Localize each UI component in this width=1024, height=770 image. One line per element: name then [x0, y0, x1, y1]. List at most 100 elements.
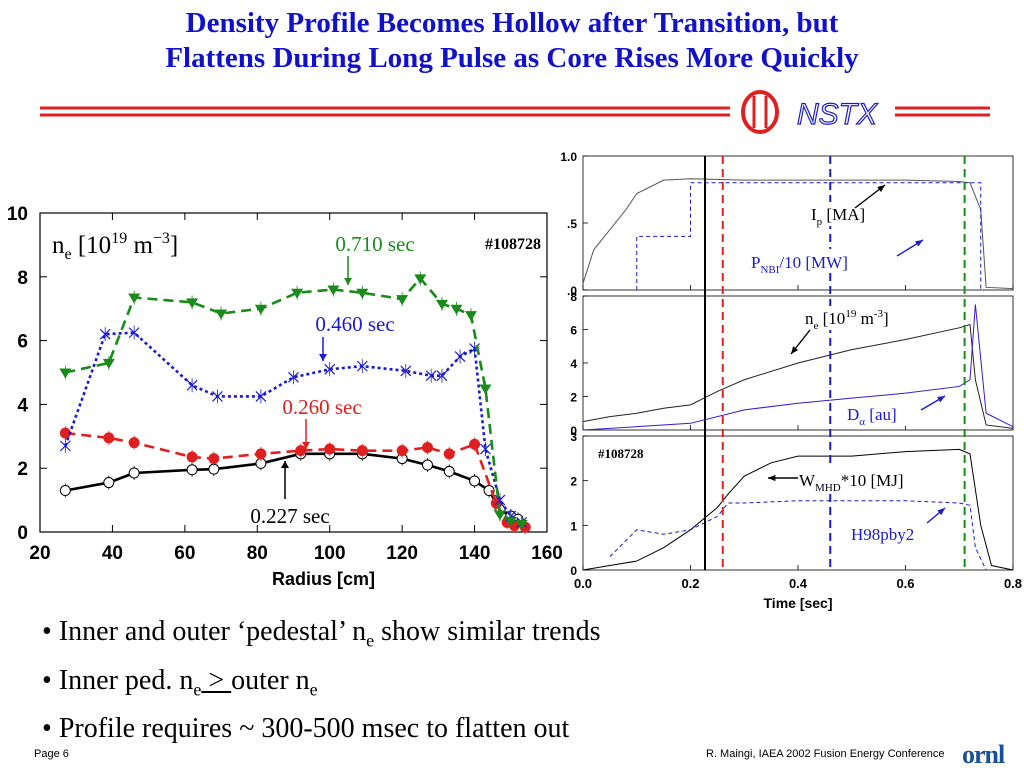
nstx-logo-icon: [741, 90, 779, 134]
y-tick-label: 8: [17, 268, 28, 289]
data-point: [128, 437, 140, 449]
data-point: [443, 448, 455, 460]
data-point: [295, 445, 307, 457]
data-point: [435, 299, 448, 310]
h98-trace: [609, 500, 987, 571]
y-tick-label: 0: [17, 523, 28, 544]
y-tick-label: .5: [567, 217, 577, 231]
y-tick-label: 0: [570, 564, 577, 578]
data-point: [59, 485, 71, 497]
page-number: Page 6: [34, 748, 69, 760]
data-point: [396, 295, 409, 306]
data-point: [356, 360, 368, 372]
data-point: [421, 459, 433, 471]
ornl-logo: ornl: [962, 740, 1005, 769]
data-point: [103, 477, 115, 489]
x-axis-label: Time [sec]: [764, 595, 833, 611]
data-point: [480, 443, 491, 455]
x-tick-label: 120: [386, 543, 418, 564]
data-point: [215, 309, 228, 320]
header-rule: NSTX: [40, 90, 990, 134]
y-tick-label: 1: [570, 519, 577, 533]
h98-arrow-head: [937, 508, 945, 516]
x-tick-label: 0.2: [681, 576, 699, 591]
data-point: [504, 516, 517, 527]
y-tick-label: 3: [570, 430, 577, 444]
data-point: [186, 298, 199, 309]
data-point: [324, 443, 336, 455]
shot-number: #108728: [598, 446, 644, 461]
ip-arrow-head: [877, 185, 885, 192]
bullet-item: • Inner and outer ‘pedestal’ ne show sim…: [42, 616, 601, 651]
x-tick-label: 0.8: [1004, 576, 1022, 591]
data-point: [99, 328, 111, 340]
data-point: [327, 285, 340, 296]
data-point: [128, 293, 141, 304]
bullet-list: • Inner and outer ‘pedestal’ ne show sim…: [42, 612, 600, 748]
y-tick-label: 2: [570, 391, 577, 405]
title-line-2: Flattens During Long Pulse as Core Rises…: [165, 42, 859, 74]
x-tick-label: 100: [314, 543, 346, 564]
wmhd-label: WMHD*10 [MJ]: [799, 471, 904, 494]
x-tick-label: 0.6: [896, 576, 914, 591]
x-tick-label: 60: [174, 543, 195, 564]
plot-frame: [39, 212, 548, 533]
y-tick-label: 4: [570, 357, 577, 371]
x-tick-label: 20: [29, 543, 50, 564]
data-point: [103, 432, 115, 444]
data-point: [454, 351, 466, 362]
time-traces-chart: .0 .5 1.0 0 2 4 6 8 0 1 2 3 0.0 0.2 0.4 0.6 0.8 Time [sec…: [560, 150, 1022, 611]
data-point: [421, 441, 433, 453]
data-point: [59, 440, 71, 452]
data-point: [436, 370, 448, 382]
x-tick-label: 0.4: [789, 576, 808, 591]
footer-credit: R. Maingi, IAEA 2002 Fusion Energy Confe…: [706, 748, 945, 760]
data-point: [208, 463, 220, 475]
data-point: [356, 288, 369, 299]
series-line: [65, 276, 523, 526]
y-tick-label: 8: [570, 290, 577, 304]
y-tick-label: 0: [570, 424, 577, 438]
data-point: [59, 368, 72, 379]
annotation-arrowhead: [302, 442, 310, 449]
series-annotation: 0.227 sec: [250, 504, 329, 528]
data-point: [515, 520, 528, 531]
y-tick-label: 2: [17, 459, 28, 480]
x-axis-label: Radius [cm]: [272, 569, 375, 589]
data-point: [400, 365, 412, 377]
density-profile-chart: 20 40 60 80 100 120 140 160 0 2 4 6 8 10 Radius [cm] ne…: [7, 204, 563, 589]
annotation-arrowhead: [319, 354, 327, 361]
x-tick-label: 140: [459, 543, 491, 564]
wmhd-arrow-head: [768, 474, 776, 482]
data-point: [208, 453, 220, 465]
red-double-rule-right: [895, 106, 990, 117]
data-point: [128, 467, 140, 479]
h98-label: H98pby2: [851, 525, 914, 544]
x-tick-label: 80: [247, 543, 268, 564]
data-point: [186, 379, 198, 391]
shot-number: #108728: [485, 236, 541, 253]
data-point: [128, 327, 140, 339]
data-point: [255, 448, 267, 460]
data-point: [255, 391, 267, 402]
y-tick-label: .0: [567, 284, 577, 298]
data-point: [212, 391, 223, 402]
pnbi-trace: [636, 182, 982, 290]
y-tick-label: 4: [17, 395, 28, 416]
data-point: [324, 363, 336, 375]
data-point: [464, 311, 477, 322]
title-line-1: Density Profile Becomes Hollow after Tra…: [185, 7, 839, 39]
annotation-arrowhead: [281, 461, 289, 468]
bullet-item: • Inner ped. ne > outer ne: [42, 664, 318, 700]
y-tick-label: 1.0: [560, 150, 577, 164]
pnbi-label: PNBI/10 [MW]: [751, 253, 848, 276]
data-point: [59, 427, 71, 439]
dalpha-arrow-head: [937, 396, 945, 403]
red-double-rule-left: [40, 106, 730, 117]
series-annotation: 0.260 sec: [282, 395, 361, 419]
data-point: [443, 465, 455, 477]
ne-arrow-head: [791, 346, 799, 354]
ip-label: Ip [MA]: [811, 205, 865, 228]
pnbi-arrow-head: [915, 240, 923, 247]
label-backdrop: [800, 306, 935, 330]
